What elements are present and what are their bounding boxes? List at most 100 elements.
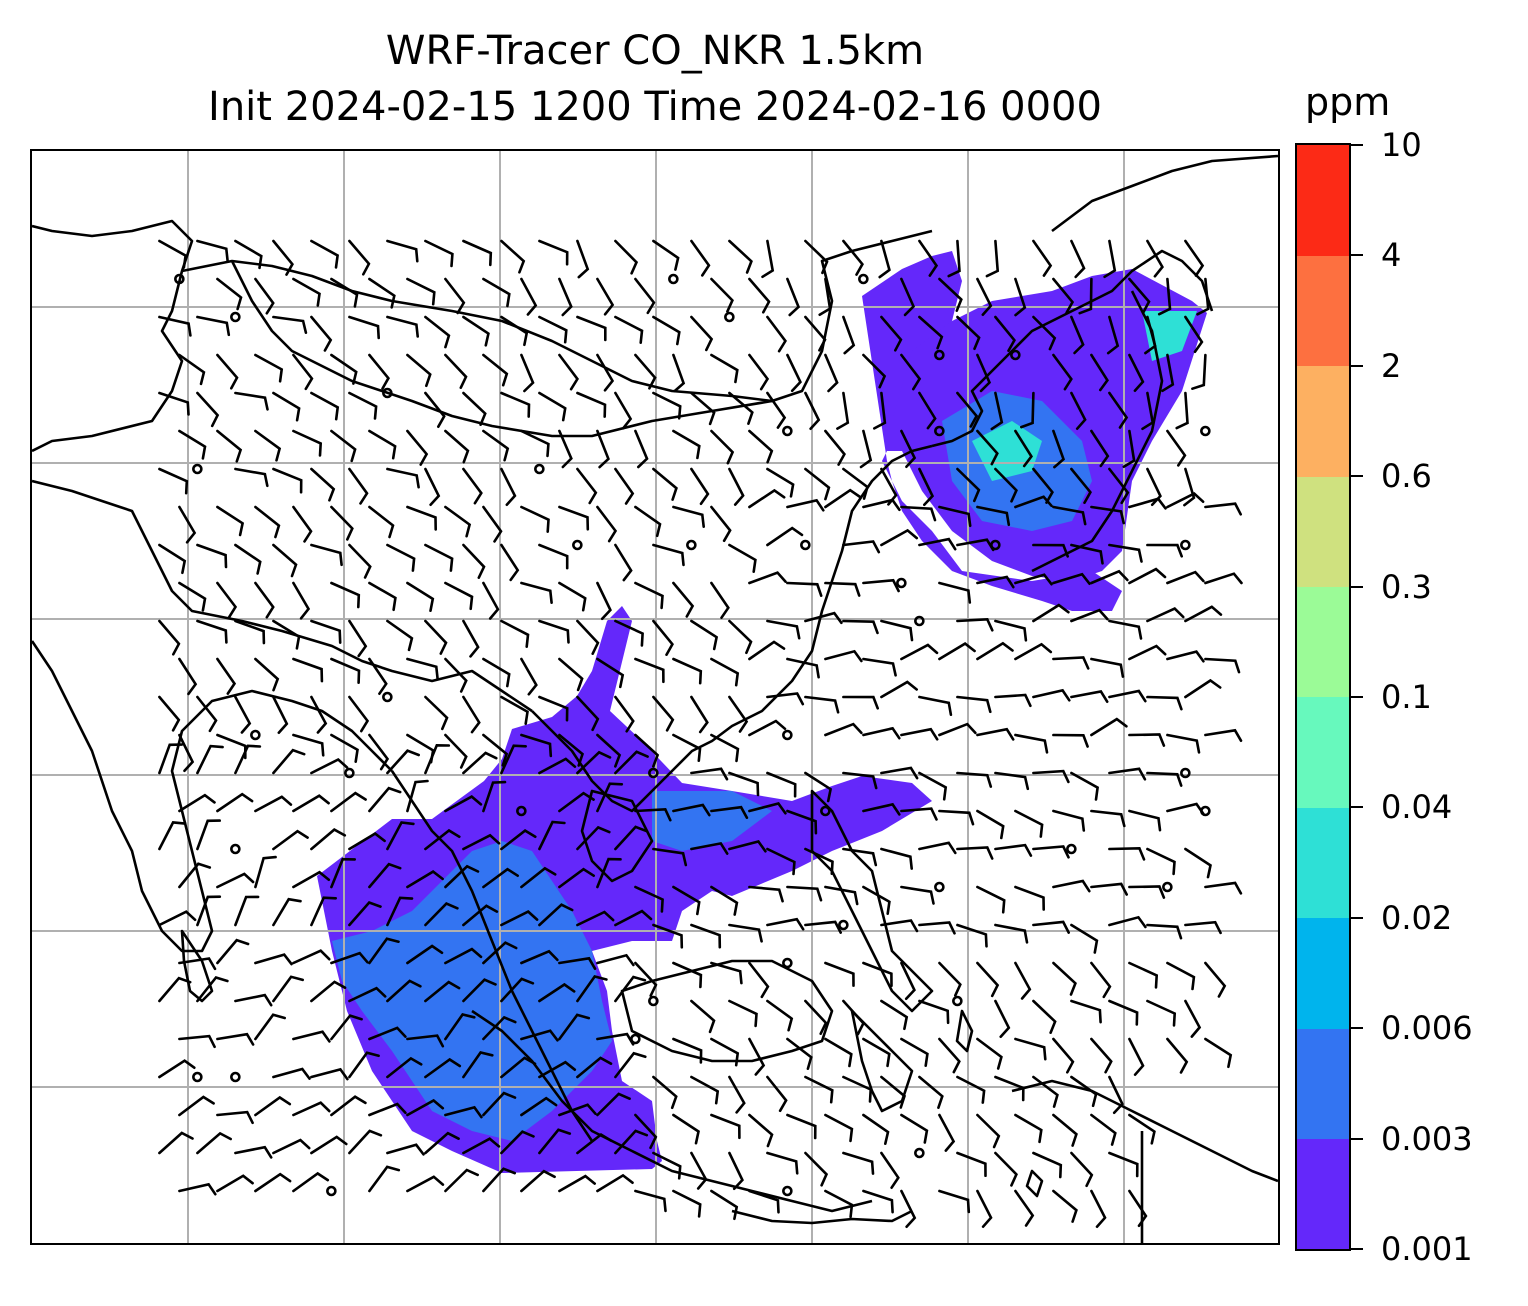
wind-barb (330, 857, 356, 889)
wind-barb (786, 581, 823, 597)
wind-barb (558, 657, 584, 692)
wind-barb (196, 975, 229, 1003)
wind-barb (576, 391, 607, 418)
wind-barb (1122, 429, 1136, 468)
wind-barb (766, 999, 794, 1032)
wind-barb (1052, 656, 1090, 670)
wind-barb (1014, 573, 1053, 586)
wind-barb (254, 795, 293, 813)
wind-barb (330, 951, 369, 965)
wind-barb (576, 619, 600, 655)
calm-wind-marker (192, 463, 203, 475)
wind-barb (880, 315, 903, 352)
wind-barb (368, 277, 396, 309)
wind-barb (310, 467, 336, 502)
wind-barb (178, 657, 198, 696)
wind-barb (1184, 315, 1204, 354)
wind-barb (1128, 961, 1159, 989)
wind-barb (158, 467, 189, 495)
colorbar-segment (1297, 586, 1349, 698)
wind-barb (1146, 695, 1183, 711)
wind-barb (634, 657, 665, 684)
wind-barb (728, 840, 767, 853)
wind-barb (672, 505, 705, 528)
wind-barb (804, 771, 833, 803)
colorbar-tick-label: 0.003 (1381, 1119, 1473, 1158)
wind-barb (880, 528, 919, 547)
wind-barb (196, 619, 228, 644)
wind-barb (330, 353, 358, 385)
coast-lesser-sunda (731, 1209, 913, 1225)
wind-barb (804, 315, 827, 352)
colorbar-segment (1297, 697, 1349, 808)
wind-barb (878, 239, 891, 279)
map-panel (30, 149, 1280, 1245)
coast-philippines (810, 789, 934, 1013)
wind-barb (310, 239, 340, 269)
wind-barb (900, 1189, 917, 1228)
wind-barb (368, 1165, 401, 1193)
wind-barb (1052, 961, 1077, 996)
wind-barb (254, 581, 275, 619)
wind-barb (310, 757, 349, 775)
wind-barb (254, 855, 277, 889)
wind-barb (538, 619, 570, 644)
calm-wind-marker (782, 957, 793, 969)
wind-barb (520, 949, 559, 965)
wind-barb (444, 733, 468, 769)
wind-barb (900, 807, 938, 821)
wind-barb (1070, 1075, 1098, 1108)
wind-barb (348, 1051, 380, 1079)
wind-barb (272, 748, 306, 775)
wind-barb (634, 581, 664, 610)
wind-barb (614, 543, 633, 582)
wind-barb (444, 1105, 483, 1119)
wind-barb (178, 733, 195, 773)
wind-barb (1090, 882, 1128, 896)
wind-barb (976, 1189, 993, 1228)
wind-barb (330, 581, 361, 609)
wind-barb (634, 277, 656, 315)
wind-barb (862, 961, 893, 987)
wind-barb (444, 947, 483, 965)
wind-barb (976, 1113, 1001, 1149)
colorbar-segment (1297, 807, 1349, 919)
wind-barb (766, 847, 796, 876)
wind-barb (500, 1130, 535, 1155)
wind-barb (386, 821, 415, 851)
wind-barb (634, 885, 664, 913)
wind-barb (804, 695, 840, 714)
coast-india (32, 640, 393, 953)
wind-barb (634, 807, 672, 822)
wind-barb (348, 619, 368, 658)
wind-barb (824, 961, 855, 987)
wind-barb (1184, 605, 1223, 623)
wind-barb (842, 619, 879, 635)
calm-wind-marker (934, 349, 945, 361)
wind-barb (596, 1092, 631, 1117)
wind-barb (310, 980, 347, 1003)
wind-barb (1166, 570, 1205, 585)
wind-barb (1070, 999, 1102, 1024)
wind-barb (596, 733, 622, 768)
wind-barb (786, 885, 823, 902)
wind-barb (900, 643, 939, 661)
wind-barb (158, 976, 192, 1003)
wind-barb (196, 744, 224, 775)
wind-barb (938, 642, 976, 661)
wind-barb (842, 1151, 875, 1175)
wind-barb (761, 239, 775, 279)
wind-barb (482, 780, 507, 813)
wind-barb (842, 315, 856, 355)
wind-barb (482, 1167, 516, 1193)
wind-barb (859, 429, 873, 469)
wind-barb (880, 919, 919, 933)
wind-barb (786, 657, 820, 679)
wind-barb (862, 726, 901, 740)
wind-barb (976, 885, 1006, 914)
wind-barb (216, 277, 243, 311)
wind-barb (330, 1095, 367, 1117)
wind-barb (576, 315, 607, 342)
wind-barb (292, 1171, 330, 1193)
wind-barb (1108, 1075, 1124, 1115)
